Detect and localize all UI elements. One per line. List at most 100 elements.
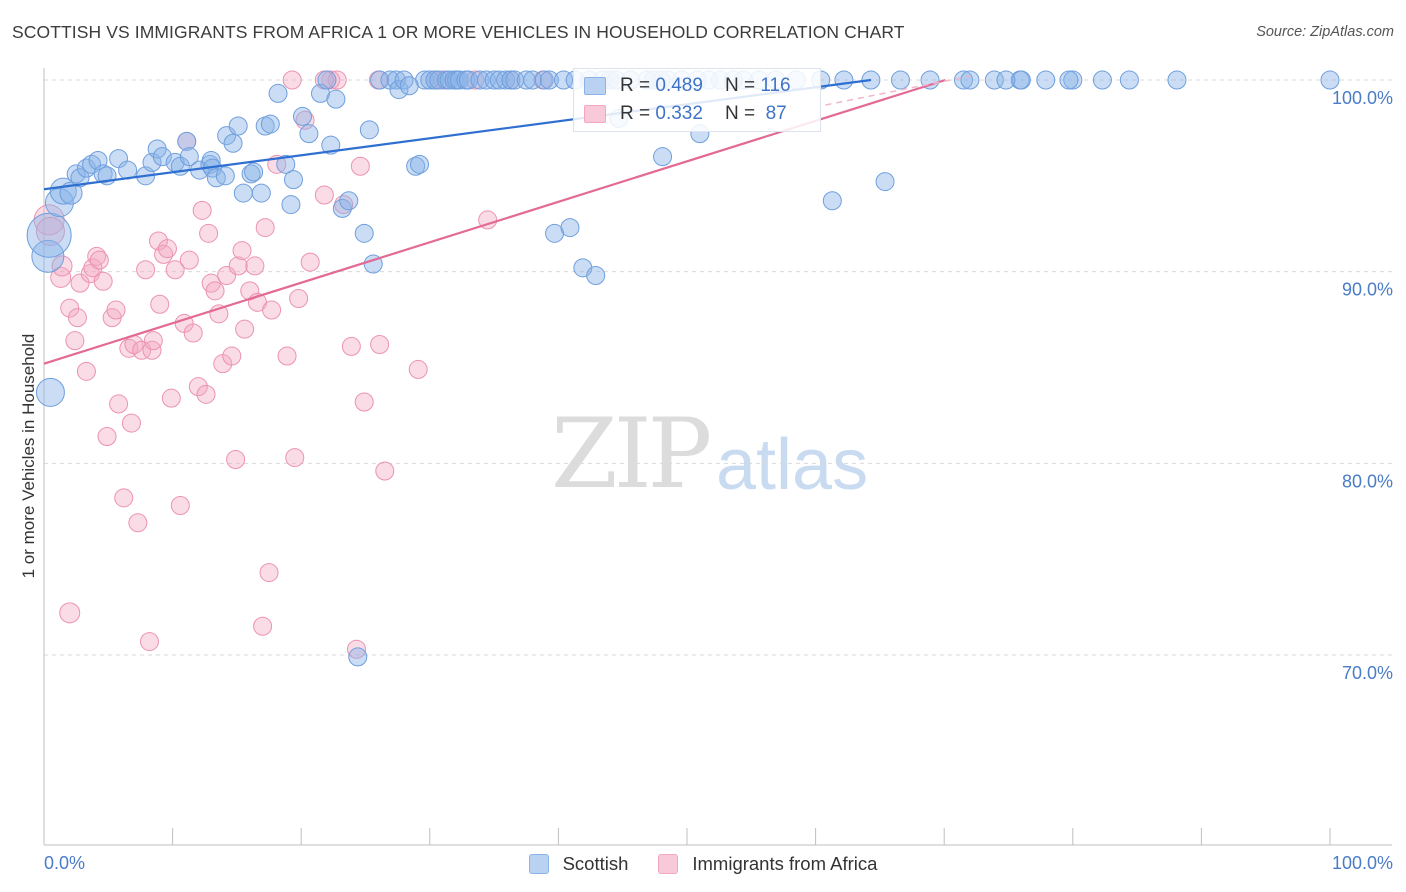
africa-point (114, 488, 134, 508)
y-tick-label: 70.0% (1342, 663, 1393, 683)
africa-point (192, 200, 212, 220)
scottish-point (354, 223, 374, 243)
africa-point (226, 450, 246, 469)
africa-points (33, 70, 553, 659)
scottish-point (281, 195, 301, 215)
africa-point (232, 241, 252, 261)
africa-point (375, 461, 395, 481)
scottish-point (223, 133, 243, 153)
axes (43, 68, 1392, 846)
scottish-point (359, 120, 379, 140)
africa-point (277, 346, 297, 366)
africa-point (165, 260, 185, 280)
scottish-point (66, 164, 86, 184)
scottish-point (276, 154, 296, 174)
y-tick-label: 90.0% (1342, 280, 1393, 300)
africa-point (161, 388, 181, 408)
scottish-point (586, 266, 606, 285)
africa-point (106, 300, 126, 320)
africa-point (89, 250, 109, 270)
scottish-point (523, 70, 543, 90)
scottish-point (394, 70, 414, 90)
scottish-point (890, 70, 910, 90)
series-legend: Scottish Immigrants from Africa (0, 853, 1406, 875)
africa-point (350, 156, 370, 176)
watermark-zip: ZIP (551, 398, 712, 510)
legend-africa-label: Immigrants from Africa (692, 853, 878, 874)
scottish-point (1036, 70, 1056, 90)
africa-point (83, 258, 103, 278)
legend-item-africa[interactable]: Immigrants from Africa (658, 853, 877, 875)
africa-point (245, 256, 265, 276)
watermark-atlas: atlas (716, 425, 869, 505)
africa-point (259, 563, 279, 583)
scottish-r-value: 0.489 (655, 75, 703, 96)
africa-trend-extension (825, 75, 971, 106)
scottish-r-label: R = (620, 75, 651, 96)
scottish-point (228, 116, 248, 136)
scottish-point (283, 170, 303, 190)
scottish-point (59, 181, 83, 205)
scottish-point (348, 647, 368, 667)
scottish-point (35, 377, 65, 407)
africa-point (143, 331, 163, 351)
scottish-point (201, 151, 221, 170)
africa-point (300, 252, 320, 272)
africa-n-value: 87 (765, 103, 787, 124)
africa-point (282, 70, 302, 90)
scottish-point (389, 80, 409, 100)
africa-point (285, 448, 305, 468)
africa-point (60, 298, 80, 318)
africa-n-label: N = (724, 103, 756, 124)
africa-point (139, 632, 159, 652)
africa-point (76, 361, 96, 381)
scottish-point (326, 89, 346, 109)
scottish-point (244, 162, 264, 182)
scottish-point (539, 70, 559, 90)
scottish-point (31, 239, 65, 273)
africa-point (179, 250, 199, 270)
scottish-point (875, 172, 895, 192)
africa-point (341, 336, 361, 356)
scottish-point (1011, 70, 1031, 90)
africa-point (235, 319, 255, 339)
source-label: Source: ZipAtlas.com (1256, 24, 1394, 40)
scottish-point (339, 191, 359, 211)
africa-point (97, 427, 117, 446)
africa-point (354, 392, 374, 412)
africa-point (262, 300, 282, 320)
africa-point (157, 239, 177, 259)
africa-point (346, 639, 366, 659)
scottish-point (292, 106, 312, 126)
africa-point (255, 218, 275, 238)
scottish-point (484, 70, 504, 90)
scottish-point (984, 70, 1004, 90)
africa-point (228, 256, 248, 276)
scottish-legend-swatch (528, 854, 549, 874)
africa-point (188, 377, 208, 397)
scottish-point (49, 177, 77, 205)
scottish-point (834, 70, 854, 90)
scottish-point (822, 191, 842, 211)
trend-lines (43, 75, 971, 365)
scottish-point (439, 70, 459, 90)
africa-point (205, 281, 225, 301)
scottish-point (76, 158, 96, 178)
africa-point (109, 394, 129, 414)
legend-item-scottish[interactable]: Scottish (528, 853, 629, 875)
scottish-point (960, 70, 980, 90)
scottish-point (44, 188, 74, 218)
scottish-point (317, 70, 337, 90)
scottish-point (70, 168, 90, 188)
legend-row-scottish: R = 0.489 N = 116 (584, 74, 791, 98)
scottish-point (1320, 70, 1340, 90)
africa-point (408, 359, 428, 379)
scottish-point (215, 166, 235, 186)
chart-title: SCOTTISH VS IMMIGRANTS FROM AFRICA 1 OR … (12, 22, 905, 42)
africa-r-value: 0.332 (655, 103, 703, 124)
africa-point (253, 616, 273, 636)
legend-scottish-label: Scottish (562, 853, 629, 874)
africa-point (314, 185, 334, 205)
scottish-point (1059, 70, 1079, 90)
